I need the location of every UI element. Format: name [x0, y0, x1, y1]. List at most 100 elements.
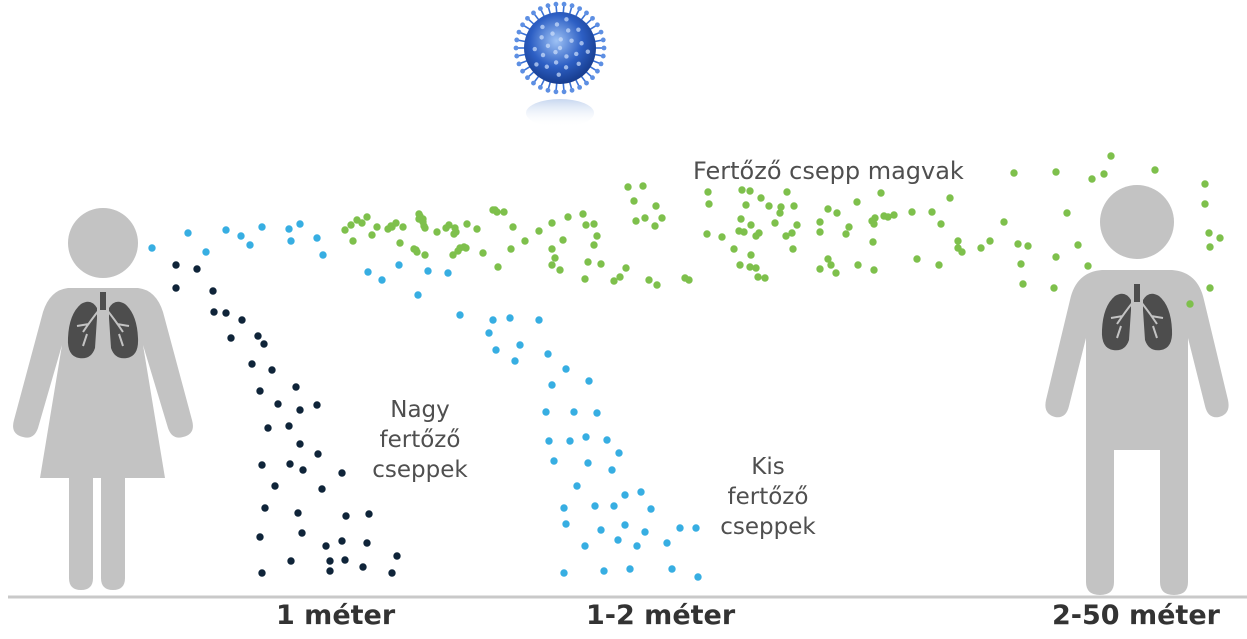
droplet-nuclei-dot	[757, 194, 765, 202]
droplet-nuclei-dot	[590, 220, 598, 228]
small-droplet-dot	[692, 524, 700, 532]
small-droplet-dot	[516, 341, 524, 349]
large-droplet-dot	[299, 466, 307, 474]
small-droplet-dot	[615, 449, 623, 457]
droplet-nuclei-dot	[535, 227, 543, 235]
droplet-nuclei-dot	[793, 221, 801, 229]
droplet-nuclei-dot	[880, 212, 888, 220]
droplet-nuclei-dot	[928, 208, 936, 216]
small-droplet-dot	[566, 437, 574, 445]
small-droplet-dot	[591, 502, 599, 510]
man-with-lungs-icon	[1045, 185, 1229, 595]
small-droplet-dot	[560, 569, 568, 577]
small-droplet-dot	[626, 565, 634, 573]
droplet-nuclei-dot	[630, 197, 638, 205]
large-droplet-dot	[238, 316, 246, 324]
droplet-nuclei-dot	[1063, 209, 1071, 217]
large-droplets-label-line-1: Nagy	[390, 397, 450, 423]
droplet-nuclei-dot	[765, 202, 773, 210]
small-droplet-dot	[668, 565, 676, 573]
small-droplet-dot	[485, 329, 493, 337]
droplet-nuclei-dot	[937, 220, 945, 228]
large-droplet-dot	[268, 366, 276, 374]
small-droplet-dot	[313, 234, 321, 242]
droplet-nuclei-dot	[347, 221, 355, 229]
small-droplet-dot	[573, 482, 581, 490]
droplet-nuclei-dot	[451, 224, 459, 232]
small-droplet-dot	[535, 316, 543, 324]
droplet-nuclei-dot	[908, 208, 916, 216]
distance-label-mid: 1-2 méter	[586, 600, 736, 631]
large-droplet-dot	[322, 542, 330, 550]
small-droplet-dot	[584, 459, 592, 467]
droplet-nuclei-dot	[986, 237, 994, 245]
small-droplet-dot	[633, 542, 641, 550]
droplet-nuclei-dot	[681, 274, 689, 282]
large-droplet-dot	[326, 567, 334, 575]
small-droplet-dot	[364, 268, 372, 276]
droplet-nuclei-dot	[353, 216, 361, 224]
small-droplets-label-line-2: fertőző	[727, 484, 809, 510]
droplet-nuclei-dot	[1017, 260, 1025, 268]
droplet-nuclei-dot	[658, 214, 666, 222]
droplet-nuclei-dot	[1084, 262, 1092, 270]
small-droplet-dot	[637, 488, 645, 496]
small-droplet-dot	[562, 365, 570, 373]
droplet-nuclei-label: Fertőző csepp magvak	[693, 157, 964, 185]
large-droplet-dot	[342, 512, 350, 520]
small-droplet-dot	[237, 232, 245, 240]
small-droplet-dot	[545, 437, 553, 445]
droplet-nuclei-dot	[777, 203, 785, 211]
droplet-nuclei-dot	[827, 261, 835, 269]
droplet-nuclei-dot	[746, 187, 754, 195]
small-droplet-dot	[444, 269, 452, 277]
small-droplet-dot	[395, 261, 403, 269]
droplet-nuclei-dot	[790, 202, 798, 210]
droplet-nuclei-dot	[1052, 168, 1060, 176]
droplet-nuclei-dot	[564, 213, 572, 221]
small-droplet-dot	[641, 528, 649, 536]
small-droplet-dot	[542, 408, 550, 416]
droplet-nuclei-dot	[651, 222, 659, 230]
small-droplet-dot	[603, 436, 611, 444]
droplet-nuclei-dot	[870, 220, 878, 228]
large-droplet-dot	[264, 424, 272, 432]
small-droplets-label: Kis fertőző cseppek	[708, 452, 828, 542]
droplet-nuclei-dot	[507, 245, 515, 253]
droplet-nuclei-dot	[954, 237, 962, 245]
droplet-nuclei-dot	[349, 237, 357, 245]
droplet-nuclei-dot	[509, 223, 517, 231]
droplet-nuclei-dot	[783, 188, 791, 196]
droplet-nuclei-dot	[556, 266, 564, 274]
large-droplet-dot	[258, 461, 266, 469]
small-droplet-dot	[184, 229, 192, 237]
droplet-nuclei-dot	[737, 215, 745, 223]
small-droplet-dot	[608, 466, 616, 474]
large-droplet-dot	[294, 509, 302, 517]
droplet-nuclei-dot	[747, 221, 755, 229]
droplet-nuclei-dot	[421, 251, 429, 259]
small-droplet-dot	[550, 457, 558, 465]
small-droplet-dot	[562, 520, 570, 528]
droplet-nuclei-dot	[653, 281, 661, 289]
large-droplets-label-line-3: cseppek	[372, 457, 468, 483]
droplet-nuclei-dot	[616, 273, 624, 281]
small-droplet-dot	[506, 314, 514, 322]
large-droplet-dot	[287, 557, 295, 565]
droplet-nuclei-dot	[742, 201, 750, 209]
droplet-nuclei-dot	[746, 263, 754, 271]
droplet-nuclei-dot	[771, 219, 779, 227]
droplet-nuclei-dot	[877, 189, 885, 197]
small-droplets-label-line-3: cseppek	[720, 514, 816, 540]
small-droplet-dot	[414, 291, 422, 299]
droplet-nuclei-dot	[977, 244, 985, 252]
large-droplet-dot	[261, 504, 269, 512]
large-droplet-dot	[256, 387, 264, 395]
large-droplet-dot	[248, 360, 256, 368]
droplet-nuclei-dot	[399, 223, 407, 231]
droplet-nuclei-dot	[854, 261, 862, 269]
droplet-nuclei-dot	[1201, 180, 1209, 188]
droplet-nuclei-dot	[935, 261, 943, 269]
droplet-nuclei-dot	[1100, 170, 1108, 178]
droplet-nuclei-dot	[582, 221, 590, 229]
